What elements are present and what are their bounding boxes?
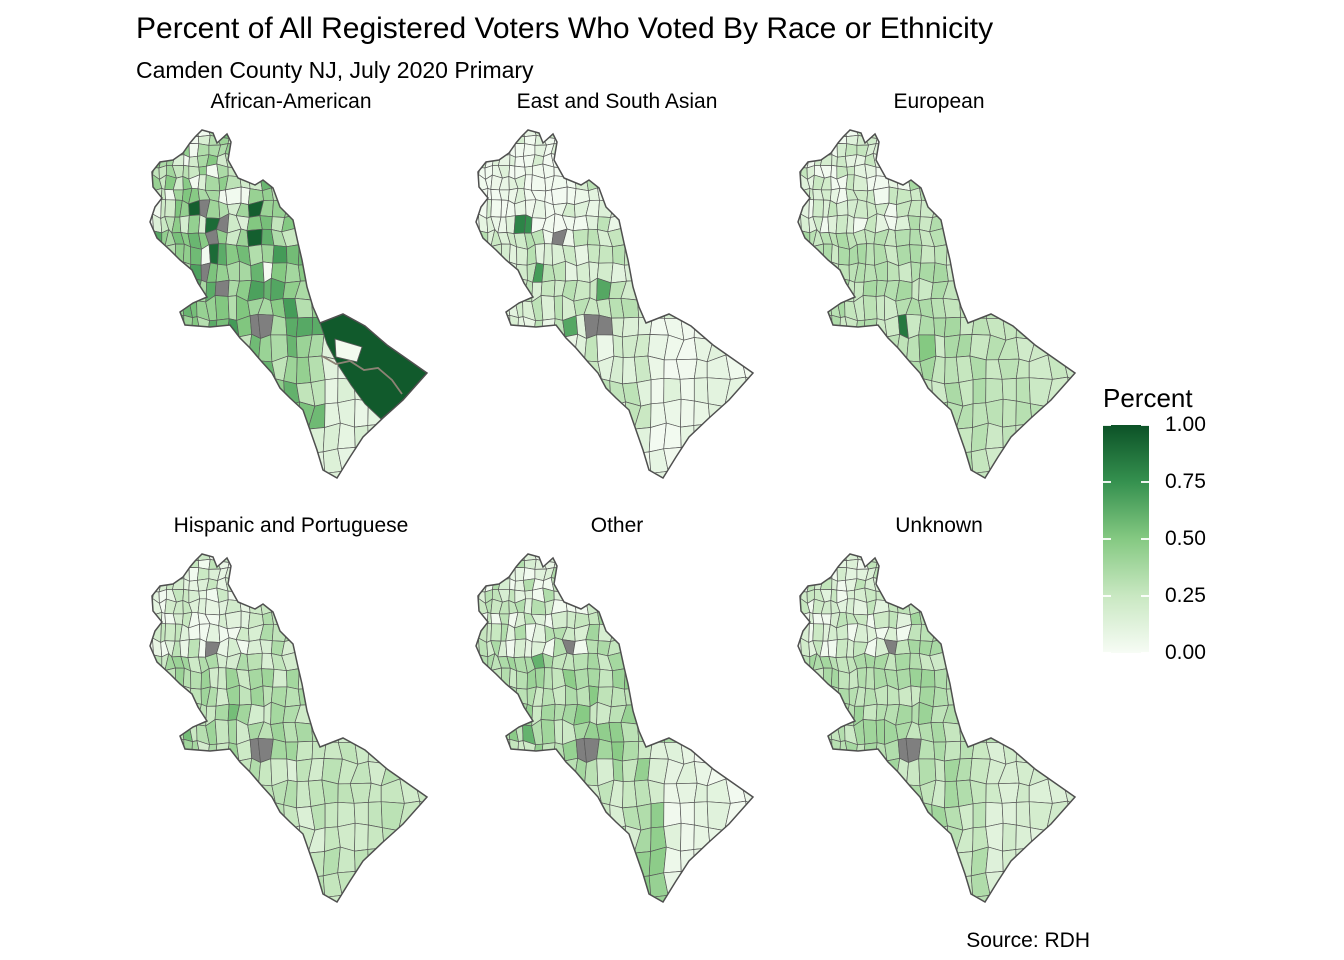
facet-label-european: European [893,90,985,113]
facet-unknown: Unknown [784,512,1094,916]
legend-tick-1.00: 1.00 [1165,413,1206,436]
color-legend: Percent 1.00 0.75 0.50 0.25 0.00 [1103,383,1243,683]
choropleth-map-unknown [797,553,1077,904]
source-caption: Source: RDH [966,929,1090,952]
choropleth-map-other [475,553,755,904]
facet-label-hispanic-portuguese: Hispanic and Portuguese [173,514,409,537]
facet-african-american: African-American [136,88,446,492]
legend-title: Percent [1103,383,1193,413]
chart-title: Percent of All Registered Voters Who Vot… [136,12,994,45]
facet-label-unknown: Unknown [895,514,983,537]
facet-european: European [784,88,1094,492]
facet-label-other: Other [590,514,644,537]
legend-tick-0.25: 0.25 [1165,584,1206,607]
legend-tick-0.50: 0.50 [1165,527,1206,550]
legend-tick-0.00: 0.00 [1165,641,1206,664]
legend-tick-0.75: 0.75 [1165,470,1206,493]
choropleth-map-african-american [149,129,429,480]
chart-subtitle: Camden County NJ, July 2020 Primary [136,57,534,83]
legend-gradient-bar [1103,425,1149,653]
facet-label-east-south-asian: East and South Asian [516,90,718,113]
choropleth-map-european [797,129,1077,480]
facet-east-south-asian: East and South Asian [462,88,772,492]
facet-hispanic-portuguese: Hispanic and Portuguese [136,512,446,916]
facet-label-african-american: African-American [210,90,372,113]
facet-other: Other [462,512,772,916]
choropleth-map-hispanic-portuguese [149,553,429,904]
choropleth-map-east-south-asian [475,129,755,480]
